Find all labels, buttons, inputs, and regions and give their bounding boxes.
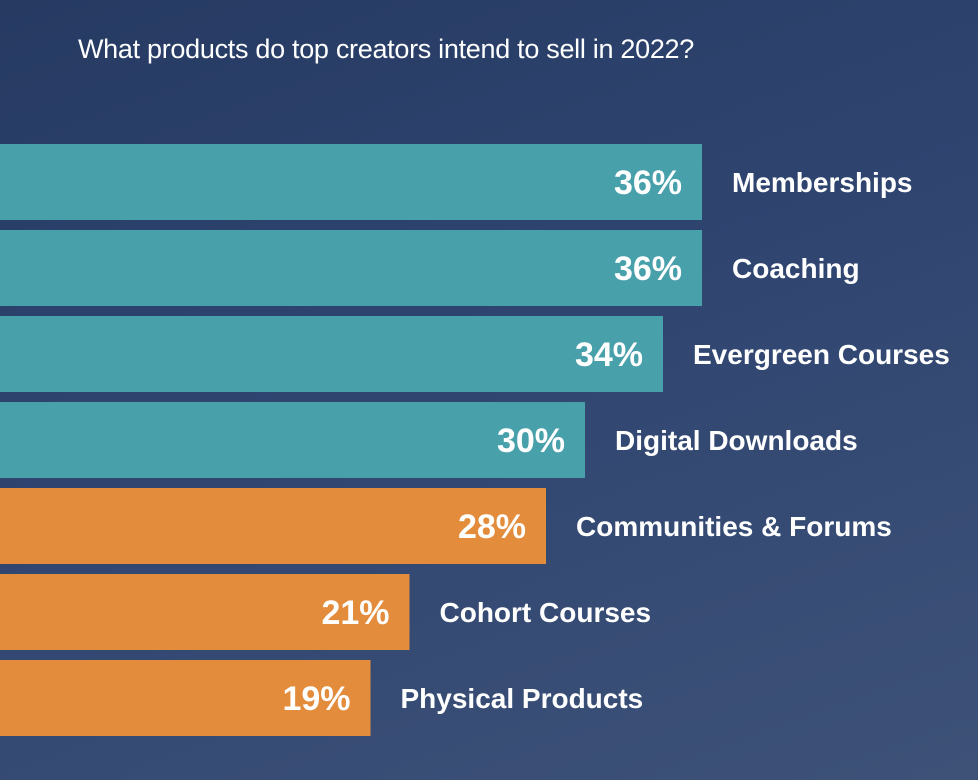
bar-value-label: 30% bbox=[497, 422, 565, 460]
bar bbox=[0, 488, 546, 564]
bar-value-label: 28% bbox=[458, 508, 526, 546]
bar bbox=[0, 144, 702, 220]
bar-value-label: 34% bbox=[575, 336, 643, 374]
category-label: Memberships bbox=[732, 167, 913, 198]
bar-value-label: 21% bbox=[321, 594, 389, 632]
bar-value-label: 19% bbox=[282, 680, 350, 718]
bar bbox=[0, 402, 585, 478]
bar-group: 34% Evergreen Courses bbox=[0, 316, 950, 392]
chart-title: What products do top creators intend to … bbox=[78, 34, 694, 64]
category-label: Digital Downloads bbox=[615, 425, 858, 456]
bar-group: 36% Coaching bbox=[0, 230, 860, 306]
bar-group: 28% Communities & Forums bbox=[0, 488, 892, 564]
category-label: Communities & Forums bbox=[576, 511, 892, 542]
category-label: Evergreen Courses bbox=[693, 339, 950, 370]
bar bbox=[0, 660, 371, 736]
bar-value-label: 36% bbox=[614, 250, 682, 288]
bar-group: 19% Physical Products bbox=[0, 660, 643, 736]
bar bbox=[0, 316, 663, 392]
category-label: Coaching bbox=[732, 253, 860, 284]
bar-group: 21% Cohort Courses bbox=[0, 574, 651, 650]
bar bbox=[0, 230, 702, 306]
category-label: Cohort Courses bbox=[440, 597, 652, 628]
bar-value-label: 36% bbox=[614, 164, 682, 202]
bar-group: 30% Digital Downloads bbox=[0, 402, 858, 478]
category-label: Physical Products bbox=[401, 683, 644, 714]
bar bbox=[0, 574, 410, 650]
bar-group: 36% Memberships bbox=[0, 144, 913, 220]
